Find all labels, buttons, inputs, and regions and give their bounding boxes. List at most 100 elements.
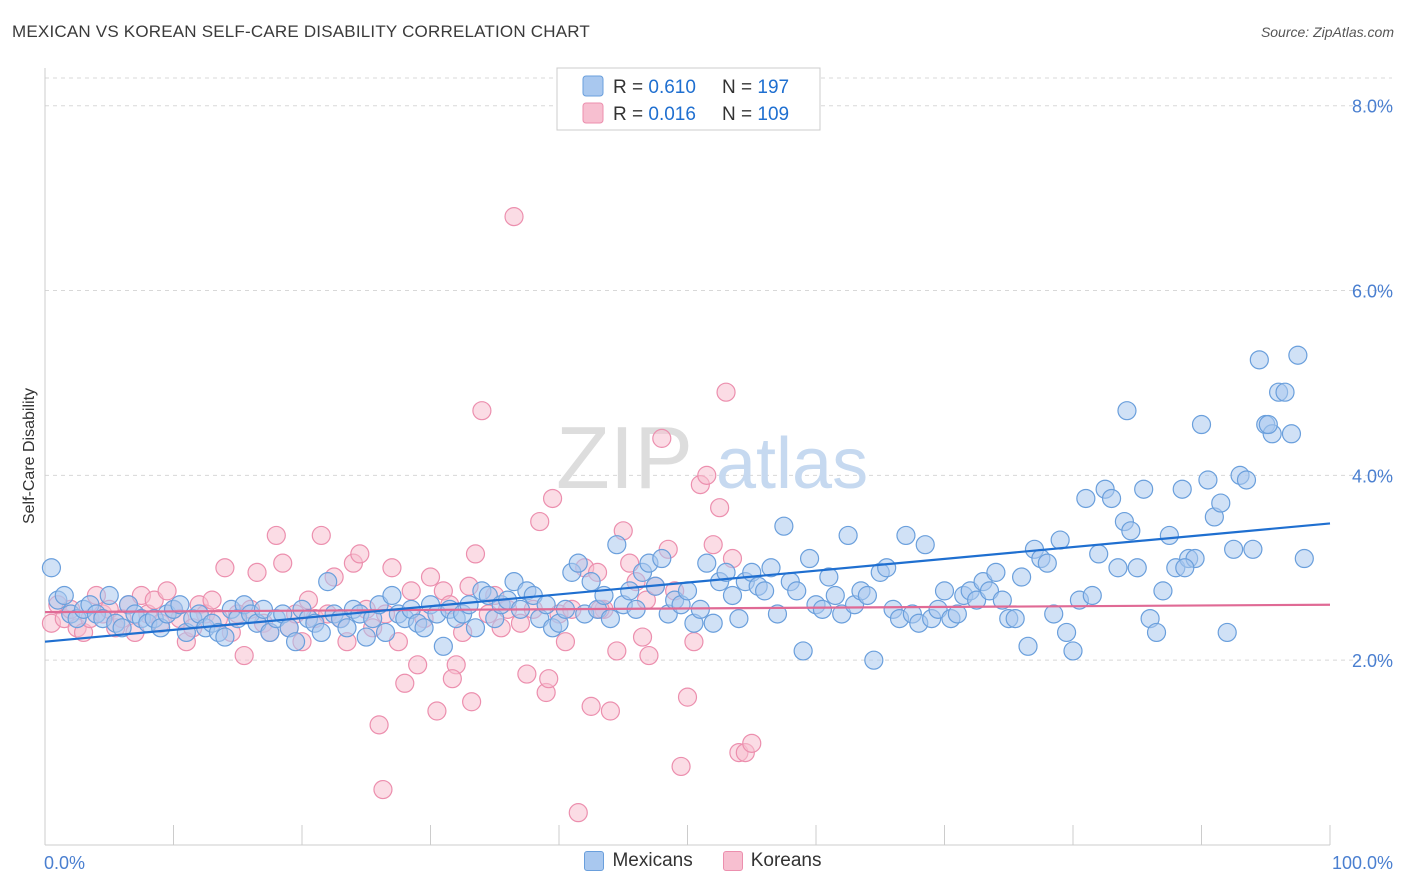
mexican-point-186	[1237, 471, 1255, 489]
mexican-point-61	[434, 637, 452, 655]
korean-point-92	[634, 628, 652, 646]
mexican-point-122	[826, 586, 844, 604]
series-legend-item-koreans[interactable]: Koreans	[723, 850, 822, 872]
mexican-point-116	[788, 582, 806, 600]
series-legend: Mexicans Koreans	[0, 850, 1406, 872]
mexican-point-147	[987, 563, 1005, 581]
korean-point-103	[704, 536, 722, 554]
korean-point-102	[698, 466, 716, 484]
mexican-point-161	[1077, 489, 1095, 507]
mexican-point-84	[582, 573, 600, 591]
korean-point-59	[422, 568, 440, 586]
stats-legend-r-value-koreans: 0.016	[648, 104, 696, 125]
koreans-points	[42, 208, 760, 822]
mexican-point-183	[1218, 623, 1236, 641]
mexican-point-158	[1058, 623, 1076, 641]
korean-point-78	[544, 489, 562, 507]
korean-point-95	[653, 429, 671, 447]
mexican-point-182	[1212, 494, 1230, 512]
korean-point-112	[540, 670, 558, 688]
korean-point-87	[601, 702, 619, 720]
mexican-point-136	[916, 536, 934, 554]
mexican-point-172	[1148, 623, 1166, 641]
korean-point-99	[679, 688, 697, 706]
korean-point-100	[685, 633, 703, 651]
watermark-zip: ZIP	[556, 408, 693, 507]
stats-legend-n-label-koreans: N =	[722, 104, 757, 125]
mexican-point-118	[801, 550, 819, 568]
mexican-point-196	[1118, 402, 1136, 420]
korean-point-104	[711, 499, 729, 517]
mexican-point-184	[1225, 540, 1243, 558]
mexican-point-88	[608, 536, 626, 554]
mexican-point-193	[1282, 425, 1300, 443]
korean-point-76	[531, 513, 549, 531]
mexican-point-151	[1013, 568, 1031, 586]
korean-point-82	[569, 804, 587, 822]
y-tick-label-3: 8.0%	[1352, 97, 1393, 117]
korean-point-53	[383, 559, 401, 577]
mexican-point-120	[813, 600, 831, 618]
svg-text:R = 0.016: R = 0.016	[613, 104, 696, 125]
mexican-point-27	[216, 628, 234, 646]
series-legend-item-mexicans[interactable]: Mexicans	[584, 850, 692, 872]
mexican-point-197	[1259, 416, 1277, 434]
stats-legend-n-label-mexicans: N =	[722, 77, 757, 98]
mexican-point-192	[1276, 383, 1294, 401]
mexican-point-102	[698, 554, 716, 572]
stats-legend-r-label-mexicans: R =	[613, 77, 648, 98]
mexican-point-170	[1135, 480, 1153, 498]
mexican-point-99	[679, 582, 697, 600]
mexican-point-90	[621, 582, 639, 600]
korean-point-55	[396, 674, 414, 692]
mexican-point-188	[1250, 351, 1268, 369]
y-tick-labels: 2.0%4.0%6.0%8.0%	[1352, 97, 1393, 671]
mexican-point-165	[1103, 489, 1121, 507]
korean-point-109	[743, 734, 761, 752]
mexican-point-52	[377, 623, 395, 641]
y-tick-label-1: 4.0%	[1352, 466, 1393, 486]
mexican-point-155	[1038, 554, 1056, 572]
mexican-point-87	[601, 610, 619, 628]
series-legend-swatch-koreans	[723, 851, 743, 871]
korean-point-35	[267, 526, 285, 544]
mexican-point-187	[1244, 540, 1262, 558]
mexican-point-152	[1019, 637, 1037, 655]
stats-legend-n-value-koreans: 109	[757, 104, 789, 125]
korean-point-88	[608, 642, 626, 660]
mexican-point-163	[1090, 545, 1108, 563]
watermark: ZIP atlas	[556, 408, 868, 507]
mexican-point-111	[756, 582, 774, 600]
mexican-point-77	[537, 596, 555, 614]
korean-point-105	[717, 383, 735, 401]
mexican-point-139	[936, 582, 954, 600]
mexican-point-180	[1199, 471, 1217, 489]
mexican-point-82	[569, 554, 587, 572]
korean-point-114	[443, 670, 461, 688]
korean-point-93	[640, 647, 658, 665]
stats-legend: R = 0.610 N = 197 R = 0.016 N = 109	[557, 68, 820, 130]
mexican-point-133	[897, 526, 915, 544]
mexican-point-159	[1064, 642, 1082, 660]
korean-point-27	[216, 559, 234, 577]
korean-point-66	[466, 545, 484, 563]
mexican-point-179	[1193, 416, 1211, 434]
korean-point-115	[463, 693, 481, 711]
mexican-point-130	[878, 559, 896, 577]
watermark-atlas: atlas	[716, 424, 868, 504]
korean-point-84	[582, 697, 600, 715]
mexican-point-43	[319, 573, 337, 591]
stats-legend-r-label-koreans: R =	[613, 104, 648, 125]
korean-point-113	[374, 781, 392, 799]
mexicans-points	[42, 346, 1313, 669]
stats-legend-n-value-mexicans: 197	[757, 77, 789, 98]
mexican-point-66	[466, 619, 484, 637]
stats-legend-swatch-mexicans	[583, 76, 603, 96]
korean-point-18	[158, 582, 176, 600]
mexican-point-103	[704, 614, 722, 632]
mexican-point-53	[383, 586, 401, 604]
korean-point-56	[402, 582, 420, 600]
mexican-point-46	[338, 619, 356, 637]
